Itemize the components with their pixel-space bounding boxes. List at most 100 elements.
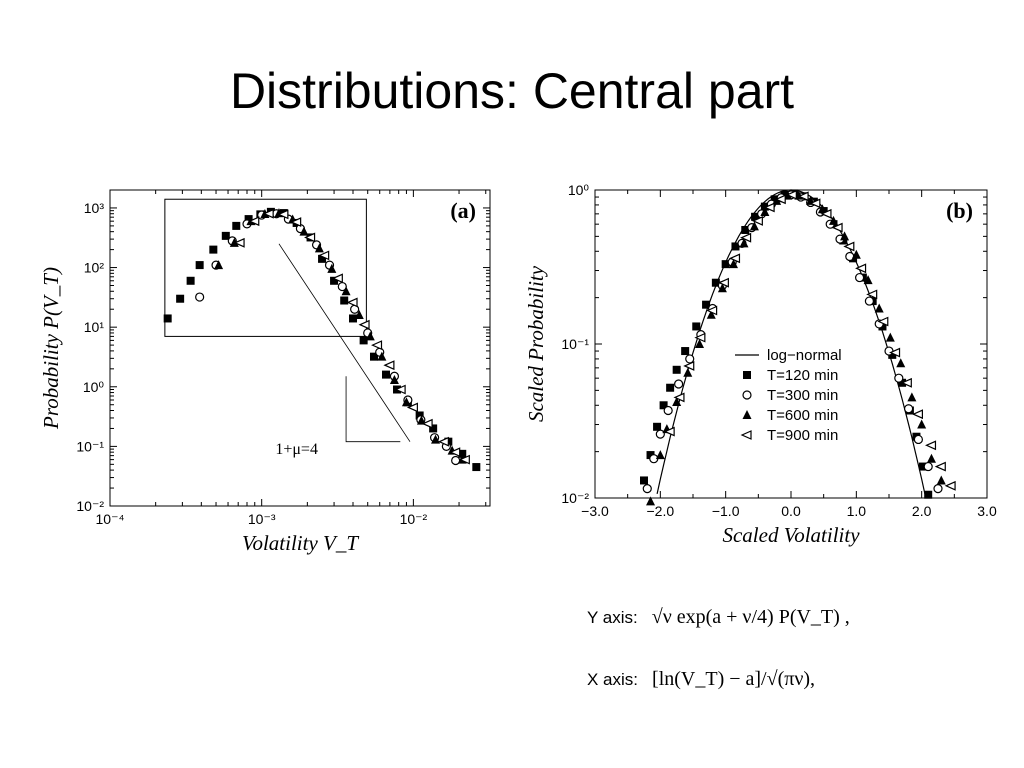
slide-title: Distributions: Central part — [229, 63, 795, 119]
marker-triangle-left-open — [318, 250, 330, 261]
marker-square-filled — [209, 245, 218, 254]
marker-square-filled — [731, 242, 740, 251]
plot-frame — [109, 189, 491, 507]
marker-triangle-left-open — [717, 277, 729, 288]
marker-triangle-filled — [840, 231, 850, 241]
marker-circle-open — [685, 354, 695, 364]
marker-triangle-filled — [314, 243, 324, 253]
marker-triangle-left-open — [843, 241, 855, 252]
marker-triangle-filled — [739, 238, 749, 248]
x-tick-label: 1.0 — [847, 503, 867, 519]
marker-triangle-filled — [874, 303, 884, 313]
chart-b: −3.0 −2.0 −1.0 0.0 1.0 2.0 3.0 10⁻² 10⁻¹ 10⁰ Scale… — [524, 182, 997, 547]
marker-triangle-filled — [907, 392, 917, 402]
marker-triangle-filled — [817, 204, 827, 214]
marker-triangle-left-open — [831, 222, 843, 233]
marker-square-filled — [666, 383, 675, 392]
marker-circle-open — [195, 292, 205, 302]
slope-annotation: 1+μ=4 — [275, 441, 318, 458]
marker-triangle-left-open — [740, 430, 752, 440]
marker-triangle-left-open — [383, 360, 395, 371]
marker-triangle-left-open — [751, 215, 763, 226]
y-tick-label: 10⁰ — [568, 182, 590, 198]
marker-square-filled — [318, 254, 327, 263]
marker-square-filled — [163, 314, 172, 323]
marker-triangle-filled — [214, 260, 224, 270]
legend-item-label: T=120 min — [767, 367, 838, 384]
marker-square-filled — [760, 202, 769, 211]
marker-triangle-filled — [695, 339, 705, 348]
legend-item-label: log−normal — [767, 347, 842, 364]
marker-triangle-left-open — [233, 237, 245, 248]
marker-triangle-filled — [717, 283, 727, 293]
marker-square-filled — [741, 225, 750, 234]
x-tick-label: 2.0 — [912, 503, 932, 519]
x-axis-note-label: X axis: — [587, 669, 639, 689]
marker-circle-open — [923, 461, 933, 472]
marker-triangle-left-open — [809, 198, 821, 209]
marker-square-filled — [702, 300, 711, 309]
marker-square-filled — [359, 336, 368, 345]
marker-triangle-filled — [229, 237, 239, 247]
y-tick-label: 10⁰ — [83, 379, 105, 395]
marker-triangle-left-open — [774, 194, 786, 205]
marker-triangle-left-open — [866, 289, 878, 300]
marker-triangle-left-open — [277, 209, 289, 220]
marker-triangle-left-open — [820, 208, 832, 219]
marker-triangle-filled — [683, 367, 693, 377]
marker-triangle-left-open — [924, 440, 937, 451]
marker-triangle-filled — [431, 434, 441, 444]
marker-triangle-filled — [327, 263, 337, 273]
y-axis-note-label: Y axis: — [587, 607, 638, 627]
marker-square-filled — [743, 371, 751, 379]
marker-triangle-left-open — [934, 461, 946, 472]
marker-triangle-filled — [863, 275, 873, 285]
x-axis-formula: [ln(V_T) − a]/√(πν), — [652, 668, 816, 690]
legend-item-label: T=900 min — [767, 427, 838, 444]
x-tick-label: −2.0 — [647, 503, 675, 519]
inset-box — [164, 198, 367, 337]
marker-triangle-left-open — [889, 347, 901, 358]
y-tick-label: 10² — [84, 260, 105, 276]
chart-a: 10⁻⁴ 10⁻³ 10⁻² 10⁻² 10⁻¹ 10⁰ 10¹ 10² 10³ Volatili… — [39, 189, 491, 555]
marker-square-filled — [195, 261, 204, 270]
marker-square-filled — [349, 314, 358, 323]
y-tick-label: 10⁻² — [76, 498, 104, 514]
marker-triangle-filled — [749, 221, 759, 231]
marker-square-filled — [382, 370, 391, 379]
marker-square-filled — [176, 294, 185, 303]
marker-circle-open — [655, 429, 665, 439]
x-axis-label: Volatility V_T — [242, 531, 359, 555]
y-tick-label: 10¹ — [84, 319, 105, 335]
marker-circle-open — [674, 379, 684, 389]
x-tick-label: 3.0 — [977, 503, 997, 519]
marker-triangle-left-open — [900, 377, 912, 388]
marker-square-filled — [918, 462, 927, 471]
y-tick-label: 10⁻¹ — [561, 336, 589, 352]
x-tick-label: 10⁻³ — [248, 511, 276, 527]
marker-triangle-filled — [646, 496, 656, 506]
y-tick-label: 10⁻² — [561, 490, 589, 506]
marker-square-filled — [924, 490, 933, 499]
marker-triangle-filled — [742, 410, 752, 419]
marker-triangle-filled — [760, 206, 770, 216]
marker-circle-open — [845, 251, 855, 262]
legend-item-label: T=600 min — [767, 407, 838, 424]
x-tick-label: −3.0 — [581, 503, 609, 519]
marker-triangle-left-open — [437, 436, 449, 447]
marker-triangle-left-open — [911, 409, 923, 420]
y-axis-label: Probability P(V_T) — [39, 267, 63, 430]
marker-square-filled — [369, 352, 378, 361]
marker-square-filled — [458, 449, 467, 458]
x-tick-label: −1.0 — [712, 503, 740, 519]
marker-square-filled — [672, 365, 681, 374]
marker-triangle-filled — [655, 450, 665, 460]
marker-triangle-filled — [917, 419, 927, 429]
marker-triangle-filled — [354, 309, 364, 319]
marker-circle-open — [894, 373, 904, 383]
marker-triangle-left-open — [458, 454, 470, 465]
marker-circle-open — [742, 390, 752, 400]
marker-triangle-left-open — [346, 297, 358, 308]
marker-circle-open — [642, 484, 652, 494]
panel-label: (b) — [946, 198, 973, 223]
